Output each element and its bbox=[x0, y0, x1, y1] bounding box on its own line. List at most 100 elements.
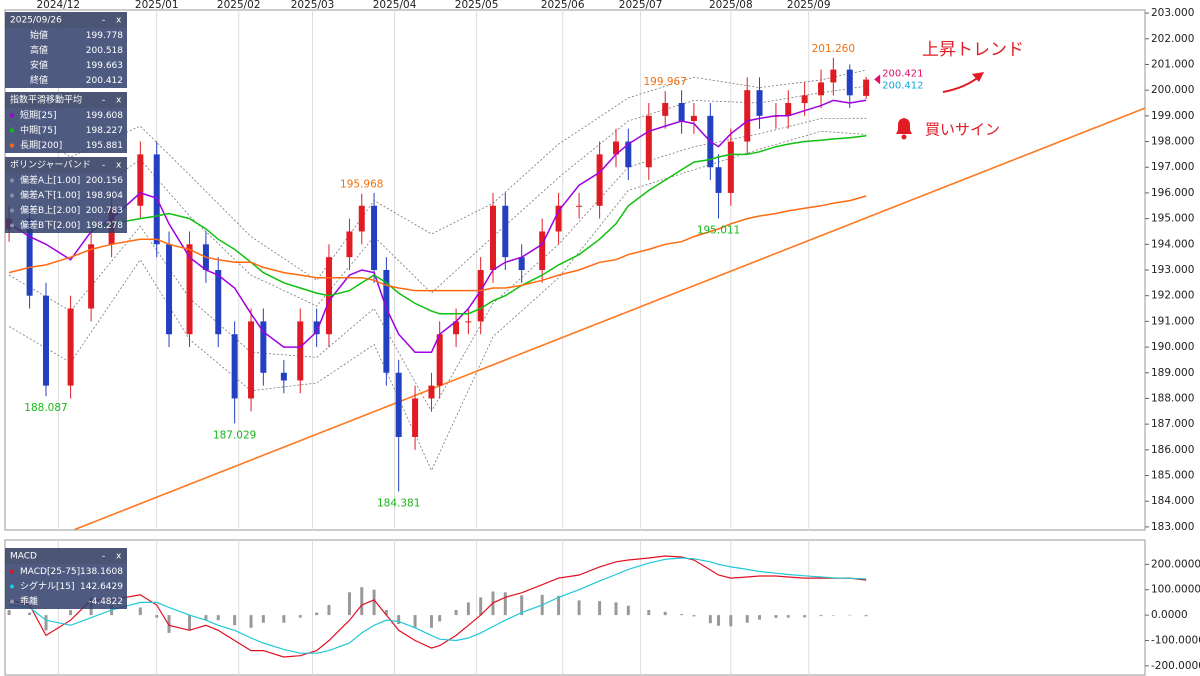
histogram-bar bbox=[372, 589, 376, 616]
legend-dot bbox=[10, 128, 14, 133]
candle-body bbox=[88, 244, 95, 309]
legend-dot bbox=[10, 569, 14, 574]
candle-body bbox=[137, 154, 144, 206]
panel-button[interactable]: - bbox=[102, 161, 105, 171]
legend-row bbox=[5, 43, 127, 58]
legend-dot bbox=[10, 178, 14, 183]
candle-body bbox=[539, 231, 546, 270]
candle-body bbox=[358, 205, 365, 232]
extreme-label: 187.029 bbox=[213, 429, 256, 441]
histogram-bar bbox=[249, 615, 253, 628]
legend-label: 終値 bbox=[30, 74, 48, 86]
main-frame bbox=[4, 9, 1146, 531]
legend-row bbox=[5, 108, 127, 123]
candle-body bbox=[313, 321, 320, 335]
candle-body bbox=[613, 141, 620, 155]
histogram-bar bbox=[216, 615, 220, 621]
histogram-bar bbox=[384, 610, 388, 616]
legend-title: 指数平滑移動平均 bbox=[10, 94, 82, 106]
x-tick-label: 2025/01 bbox=[135, 0, 179, 11]
legend-dot bbox=[10, 193, 14, 198]
candle-body bbox=[596, 154, 603, 206]
legend-row bbox=[5, 123, 127, 138]
panel-button[interactable]: x bbox=[116, 161, 122, 171]
candle-body bbox=[489, 205, 496, 270]
bollinger-band bbox=[8, 130, 867, 472]
legend-value: 200.783 bbox=[86, 206, 123, 216]
candle-body bbox=[756, 90, 763, 116]
y-tick-label: 194.000 bbox=[1151, 238, 1194, 250]
legend-dot bbox=[10, 223, 14, 228]
candle-body bbox=[428, 385, 435, 399]
extreme-label: 184.381 bbox=[377, 497, 420, 509]
legend-dot bbox=[10, 599, 14, 604]
x-tick-label: 2025/09 bbox=[787, 0, 831, 11]
histogram-bar bbox=[729, 615, 733, 627]
panel-button[interactable]: - bbox=[102, 16, 105, 26]
histogram-bar bbox=[557, 595, 561, 616]
y-tick-label: -100.0000 bbox=[1151, 634, 1200, 646]
histogram-bar bbox=[774, 615, 778, 618]
extreme-label: 195.968 bbox=[340, 179, 383, 191]
legend-title: 2025/09/26 bbox=[10, 16, 62, 26]
signal-note: 買いサイン bbox=[925, 121, 1000, 139]
candle-body bbox=[502, 205, 509, 258]
y-tick-label: 186.000 bbox=[1151, 444, 1194, 456]
legend-header bbox=[5, 157, 127, 173]
histogram-bar bbox=[347, 592, 351, 616]
macd-frame bbox=[4, 539, 1146, 676]
x-tick-label: 2025/02 bbox=[217, 0, 261, 11]
trendline bbox=[74, 107, 1146, 531]
y-tick-label: 187.000 bbox=[1151, 418, 1194, 430]
legend-row bbox=[5, 188, 127, 203]
histogram-bar bbox=[261, 615, 265, 623]
moving-average bbox=[8, 99, 867, 353]
legend-value: 200.412 bbox=[86, 76, 123, 86]
y-tick-label: 199.000 bbox=[1151, 110, 1194, 122]
histogram-bar bbox=[598, 601, 602, 616]
histogram-bar bbox=[167, 615, 171, 633]
histogram-bar bbox=[614, 602, 618, 616]
candle-body bbox=[625, 141, 632, 168]
price-marker bbox=[874, 74, 881, 85]
y-tick-label: 200.000 bbox=[1151, 84, 1194, 96]
price-tag: 200.412 bbox=[882, 81, 923, 92]
legend-dot bbox=[10, 584, 14, 589]
histogram-bar bbox=[454, 610, 458, 616]
moving-average bbox=[8, 195, 867, 292]
x-tick-label: 2025/05 bbox=[455, 0, 499, 11]
histogram-bar bbox=[69, 610, 73, 616]
legend-label: 長期[200] bbox=[20, 140, 62, 151]
panel-button[interactable]: - bbox=[102, 96, 105, 106]
panel-button[interactable]: - bbox=[102, 552, 105, 562]
candle-body bbox=[678, 103, 685, 121]
x-tick-label: 2025/08 bbox=[709, 0, 753, 11]
y-tick-label: 201.000 bbox=[1151, 58, 1194, 70]
y-tick-label: 188.000 bbox=[1151, 392, 1194, 404]
histogram-bar bbox=[708, 615, 712, 624]
moving-average bbox=[90, 134, 867, 315]
panel-button[interactable]: x bbox=[116, 16, 122, 26]
y-tick-label: 195.000 bbox=[1151, 213, 1194, 225]
panel-button[interactable]: x bbox=[116, 552, 122, 562]
legend-row bbox=[5, 594, 127, 609]
legend-dot bbox=[10, 113, 14, 118]
x-tick-label: 2025/06 bbox=[541, 0, 585, 11]
legend-value: 200.518 bbox=[86, 46, 123, 56]
legend-value: 200.156 bbox=[86, 176, 123, 186]
histogram-bar bbox=[155, 615, 159, 618]
extreme-label: 199.967 bbox=[644, 76, 687, 88]
legend-label: 高値 bbox=[30, 44, 48, 56]
extreme-label: 201.260 bbox=[812, 43, 855, 55]
legend-title: ボリンジャーバンド bbox=[10, 160, 91, 171]
histogram-bar bbox=[413, 615, 417, 628]
legend-dot bbox=[10, 143, 14, 148]
macd-plot: 200.0000 100.0000 0.0000 -100.0000 -200.0000 bbox=[7, 540, 1200, 675]
panel-button[interactable]: x bbox=[116, 96, 122, 106]
histogram-bar bbox=[848, 614, 852, 616]
candle-body bbox=[518, 257, 525, 270]
histogram-bar bbox=[397, 615, 401, 624]
histogram-bar bbox=[663, 611, 667, 616]
histogram-bar bbox=[466, 602, 470, 616]
